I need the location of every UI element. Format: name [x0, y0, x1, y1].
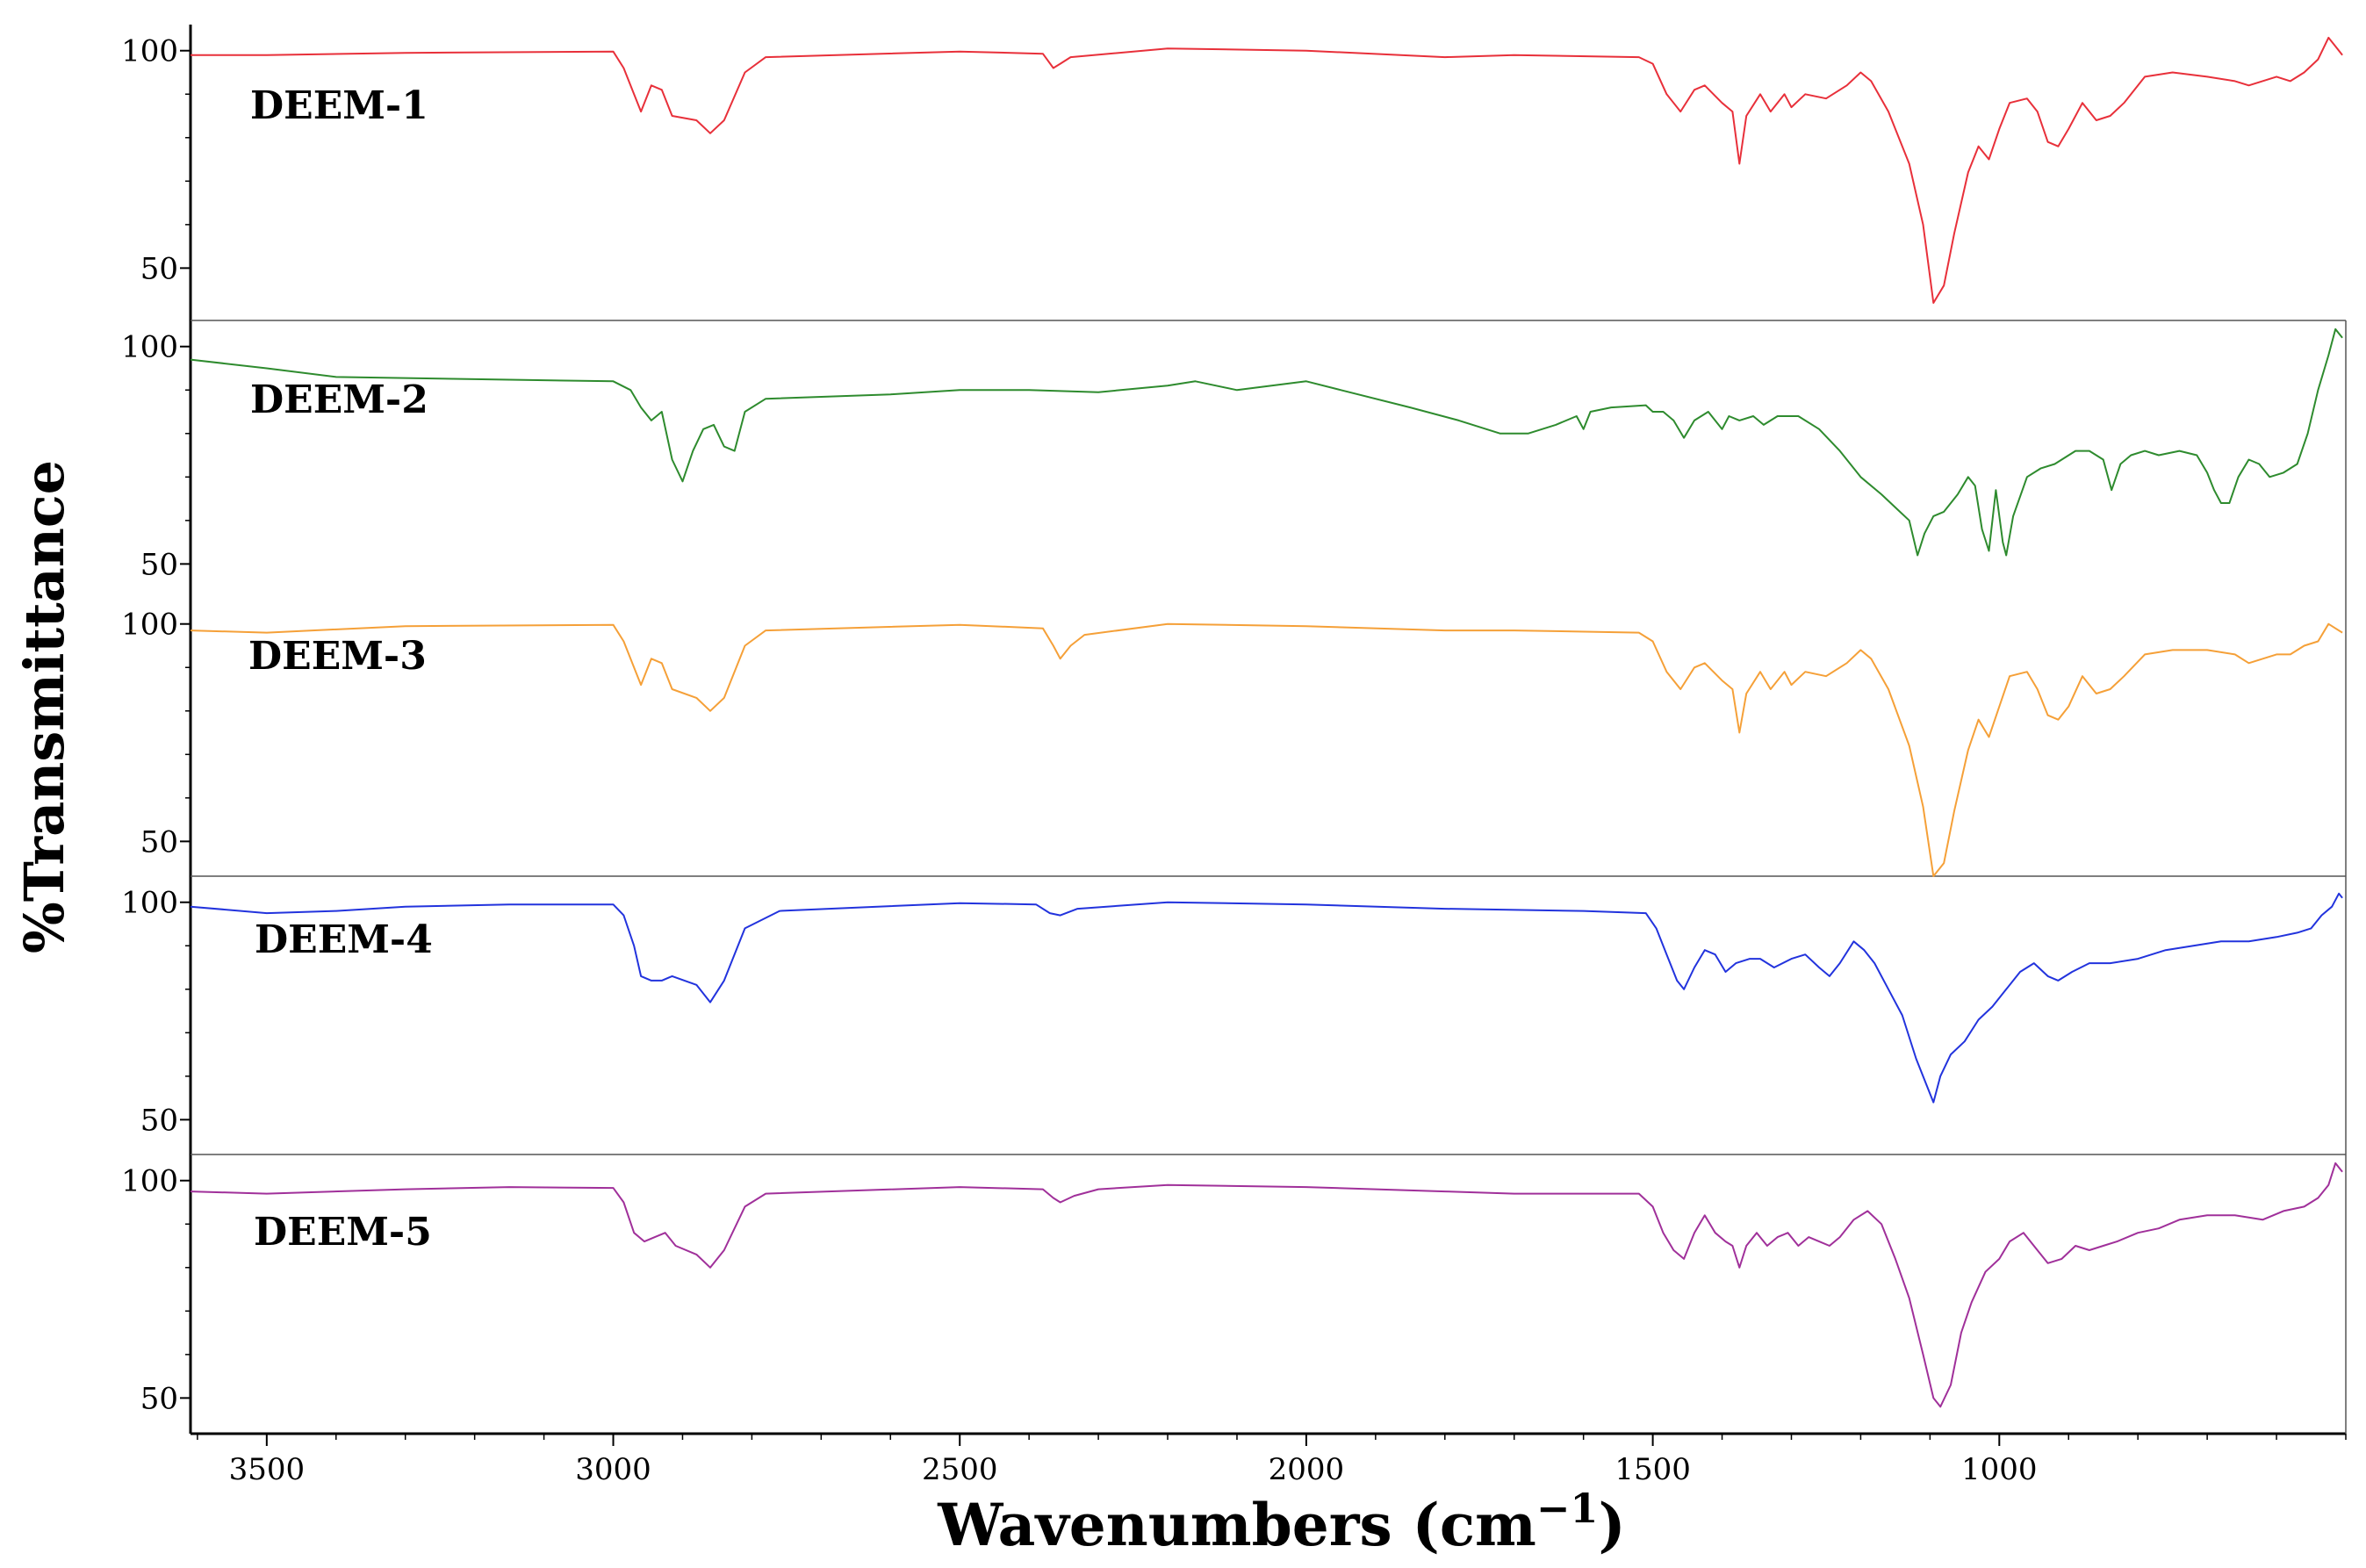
x-tick-label-2000: 2000 [1269, 1452, 1345, 1487]
series-label-deem-2: DEEM-2 [250, 378, 428, 422]
panel-deem-4: 100 50 DEEM-4 [121, 886, 2343, 1138]
y-tick-label-50: 50 [140, 1381, 178, 1416]
series-label-deem-5: DEEM-5 [254, 1210, 432, 1255]
series-line-deem-4 [190, 892, 2343, 1104]
y-tick-label-100: 100 [121, 1164, 178, 1199]
series-line-deem-2 [190, 327, 2343, 557]
series-line-deem-5 [190, 1162, 2343, 1408]
series-label-deem-3: DEEM-3 [248, 634, 427, 679]
x-tick-label-3000: 3000 [575, 1452, 651, 1487]
series-line-deem-3 [190, 622, 2343, 877]
y-tick-label-50: 50 [140, 547, 178, 582]
x-tick-label-3500: 3500 [229, 1452, 306, 1487]
x-axis-title-superscript: −1 [1536, 1485, 1599, 1532]
y-tick-label-100: 100 [121, 608, 178, 643]
y-tick-label-100: 100 [121, 886, 178, 921]
panel-deem-2: 100 50 DEEM-2 [121, 327, 2343, 582]
y-axis-title: %Transmittance [12, 460, 76, 953]
y-tick-label-50: 50 [140, 1103, 178, 1138]
spectra-panels: 100 50 DEEM-1 100 50 DEEM-2 100 50 DEEM-3 100 50 DE… [121, 34, 2343, 1416]
y-tick-label-100: 100 [121, 34, 178, 69]
panel-deem-1: 100 50 DEEM-1 [121, 34, 2343, 304]
series-label-deem-4: DEEM-4 [255, 917, 433, 962]
x-axis-title: Wavenumbers (cm−1) [937, 1485, 1625, 1559]
y-tick-label-100: 100 [121, 330, 178, 365]
panel-deem-5: 100 50 DEEM-5 [121, 1162, 2343, 1416]
chart-frame [189, 25, 2347, 1435]
x-axis-title-close: ) [1598, 1491, 1625, 1559]
x-tick-label-2500: 2500 [922, 1452, 998, 1487]
x-axis: 3500 3000 2500 2000 1500 1000 [197, 1434, 2347, 1487]
series-label-deem-1: DEEM-1 [250, 83, 428, 128]
x-axis-title-text: Wavenumbers (cm [937, 1491, 1536, 1559]
series-line-deem-1 [191, 36, 2343, 304]
y-tick-label-50: 50 [140, 824, 178, 860]
x-tick-label-1000: 1000 [1961, 1452, 2038, 1487]
y-tick-label-50: 50 [140, 251, 178, 286]
panel-deem-3: 100 50 DEEM-3 [121, 608, 2343, 877]
x-tick-label-1500: 1500 [1614, 1452, 1691, 1487]
